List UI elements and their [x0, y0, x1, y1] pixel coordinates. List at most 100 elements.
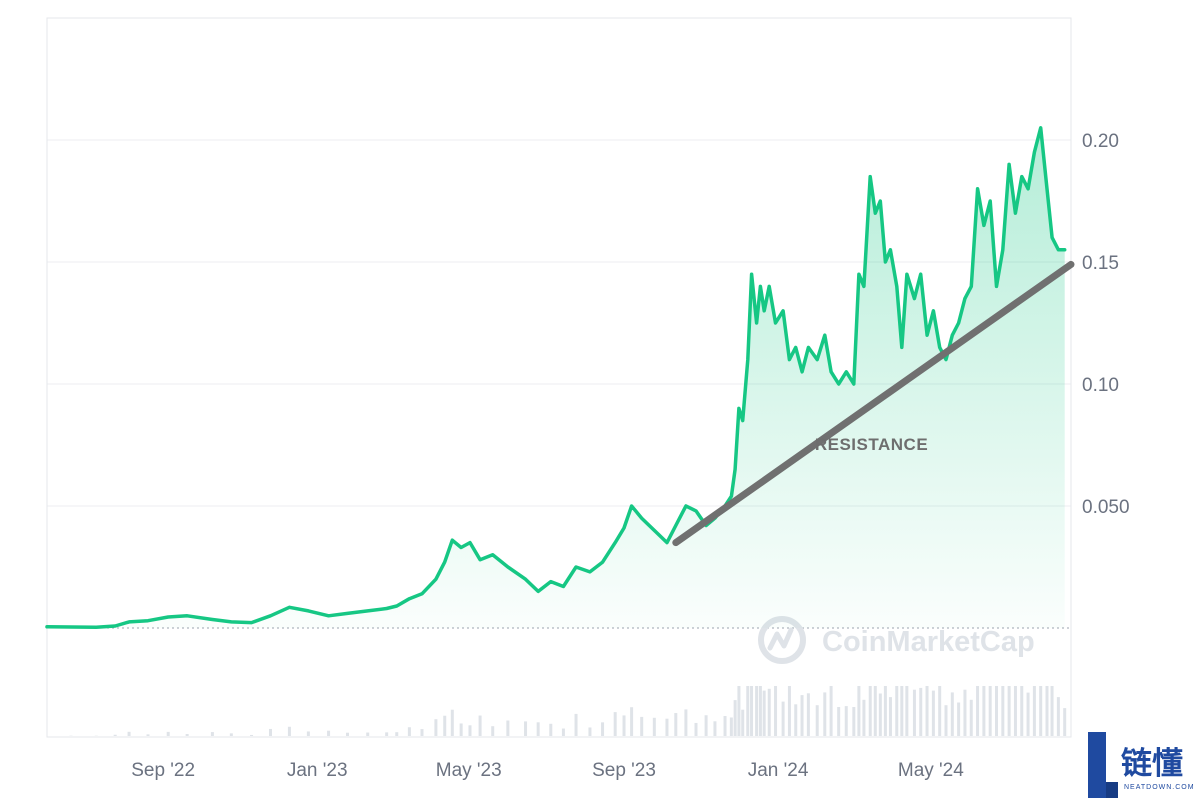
volume-bar	[995, 686, 999, 736]
volume-bar	[815, 705, 819, 736]
volume-bar	[844, 706, 848, 736]
y-axis-ticks: 0.050 0.10 0.15 0.20	[1082, 131, 1130, 518]
volume-bar	[873, 686, 877, 736]
volume-bar	[1045, 686, 1049, 736]
volume-bar	[794, 704, 798, 736]
volume-bar	[1013, 686, 1017, 736]
volume-bar	[729, 717, 733, 736]
volume-bar	[888, 697, 892, 736]
volume-bar	[306, 731, 310, 736]
volume-bar	[950, 692, 954, 736]
volume-bar	[781, 701, 785, 736]
annotations: RESISTANCE	[815, 435, 928, 454]
volume-bar	[395, 732, 399, 736]
watermark-text: CoinMarketCap	[822, 626, 1035, 658]
volume-bar	[536, 722, 540, 736]
volume-bar	[346, 732, 350, 736]
volume-bar	[434, 719, 438, 736]
volume-bar	[905, 686, 909, 736]
volume-bar	[652, 717, 656, 736]
volume-bar	[450, 709, 454, 736]
volume-bar	[407, 727, 411, 736]
volume-bar	[925, 686, 929, 736]
volume-bar	[588, 727, 592, 736]
volume-bar	[1063, 708, 1067, 736]
logo-text-en: NEATDOWN.COM	[1124, 784, 1195, 791]
volume-bar	[366, 732, 370, 736]
volume-bars	[69, 686, 1067, 736]
volume-bar	[774, 686, 778, 736]
volume-bar	[574, 713, 578, 736]
volume-bar	[1032, 686, 1036, 736]
volume-bar	[185, 734, 189, 736]
volume-bar	[963, 689, 967, 736]
volume-bar	[113, 734, 117, 736]
volume-bar	[210, 732, 214, 736]
volume-bar	[878, 693, 882, 736]
volume-bar	[674, 713, 678, 736]
volume-bar	[287, 726, 291, 736]
volume-bar	[1001, 686, 1005, 736]
volume-bar	[327, 730, 331, 736]
volume-bar	[857, 686, 861, 736]
x-tick-label: May '23	[436, 760, 502, 781]
volume-bar	[746, 686, 750, 736]
volume-bar	[969, 699, 973, 736]
watermark: CoinMarketCap	[758, 616, 1035, 664]
y-tick-label: 0.10	[1082, 375, 1119, 396]
volume-bar	[1039, 686, 1043, 736]
volume-bar	[640, 716, 644, 736]
volume-bar	[491, 726, 495, 736]
neatdown-logo	[1084, 730, 1200, 800]
volume-bar	[459, 723, 463, 736]
volume-bar	[823, 692, 827, 736]
price-area-fill	[47, 127, 1065, 629]
volume-bar	[988, 686, 992, 736]
volume-bar	[806, 693, 810, 736]
volume-bar	[1050, 686, 1054, 736]
volume-bar	[883, 686, 887, 736]
y-tick-label: 0.20	[1082, 131, 1119, 152]
volume-bar	[549, 723, 553, 736]
x-tick-label: Sep '23	[592, 760, 656, 781]
volume-bar	[1026, 692, 1030, 736]
volume-bar	[684, 709, 688, 736]
volume-bar	[127, 731, 131, 736]
volume-bar	[1020, 686, 1024, 736]
volume-bar	[755, 686, 759, 736]
volume-bar	[713, 721, 717, 736]
volume-bar	[630, 707, 634, 736]
volume-bar	[767, 688, 771, 736]
volume-bar	[229, 733, 233, 736]
volume-bar	[613, 712, 617, 736]
volume-bar	[931, 690, 935, 736]
volume-bar	[1007, 686, 1011, 736]
volume-bar	[385, 732, 389, 736]
volume-bar	[938, 686, 942, 736]
plot-frame	[46, 17, 1072, 738]
volume-bar	[622, 715, 626, 736]
volume-bar	[733, 700, 737, 736]
volume-bar	[601, 722, 605, 736]
volume-bar	[957, 702, 961, 736]
l-logo-icon	[1088, 732, 1118, 798]
volume-bar	[982, 686, 986, 736]
volume-bar	[723, 716, 727, 736]
volume-bar	[787, 686, 791, 736]
volume-bar	[166, 731, 170, 736]
volume-bar	[268, 728, 272, 736]
volume-bar	[443, 715, 447, 736]
resistance-trendline	[672, 260, 1075, 547]
volume-bar	[852, 707, 856, 736]
volume-bar	[420, 729, 424, 736]
volume-bar	[900, 686, 904, 736]
volume-bar	[762, 690, 766, 736]
volume-bar	[868, 686, 872, 736]
volume-bar	[704, 715, 708, 736]
x-tick-label: May '24	[898, 760, 964, 781]
volume-bar	[146, 734, 150, 736]
volume-bar	[750, 686, 754, 736]
volume-bar	[912, 689, 916, 736]
logo-text-cn: 链懂	[1121, 746, 1183, 782]
